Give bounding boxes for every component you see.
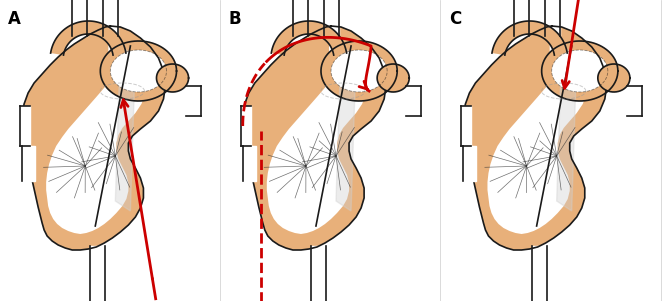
Polygon shape	[74, 0, 89, 33]
Polygon shape	[557, 46, 577, 211]
Polygon shape	[514, 0, 528, 36]
Polygon shape	[516, 0, 531, 33]
Polygon shape	[321, 41, 397, 101]
Polygon shape	[72, 0, 87, 36]
Polygon shape	[90, 246, 105, 301]
Polygon shape	[50, 21, 126, 55]
Polygon shape	[598, 64, 630, 92]
Text: C: C	[449, 10, 461, 28]
Polygon shape	[532, 246, 547, 301]
Polygon shape	[22, 26, 166, 250]
Polygon shape	[156, 64, 189, 92]
Polygon shape	[331, 50, 387, 92]
Polygon shape	[324, 0, 339, 36]
Polygon shape	[545, 0, 559, 36]
Polygon shape	[267, 41, 367, 234]
Polygon shape	[461, 106, 471, 146]
Text: B: B	[228, 10, 242, 28]
Polygon shape	[185, 86, 201, 116]
Polygon shape	[311, 246, 326, 301]
Polygon shape	[101, 41, 177, 101]
Polygon shape	[243, 26, 386, 250]
Polygon shape	[492, 21, 567, 55]
Polygon shape	[463, 146, 477, 181]
Polygon shape	[377, 64, 409, 92]
Polygon shape	[463, 26, 607, 250]
Polygon shape	[20, 106, 30, 146]
Polygon shape	[627, 86, 642, 116]
Polygon shape	[111, 50, 167, 92]
Polygon shape	[406, 86, 421, 116]
Text: A: A	[8, 10, 21, 28]
Polygon shape	[336, 46, 356, 211]
Polygon shape	[103, 0, 118, 36]
Polygon shape	[115, 46, 136, 211]
Polygon shape	[542, 41, 618, 101]
Polygon shape	[241, 106, 251, 146]
Polygon shape	[293, 0, 308, 36]
Polygon shape	[46, 41, 146, 234]
Polygon shape	[551, 50, 608, 92]
Polygon shape	[295, 0, 310, 33]
Polygon shape	[487, 41, 588, 234]
Polygon shape	[22, 146, 35, 181]
Polygon shape	[271, 21, 347, 55]
Polygon shape	[243, 146, 256, 181]
